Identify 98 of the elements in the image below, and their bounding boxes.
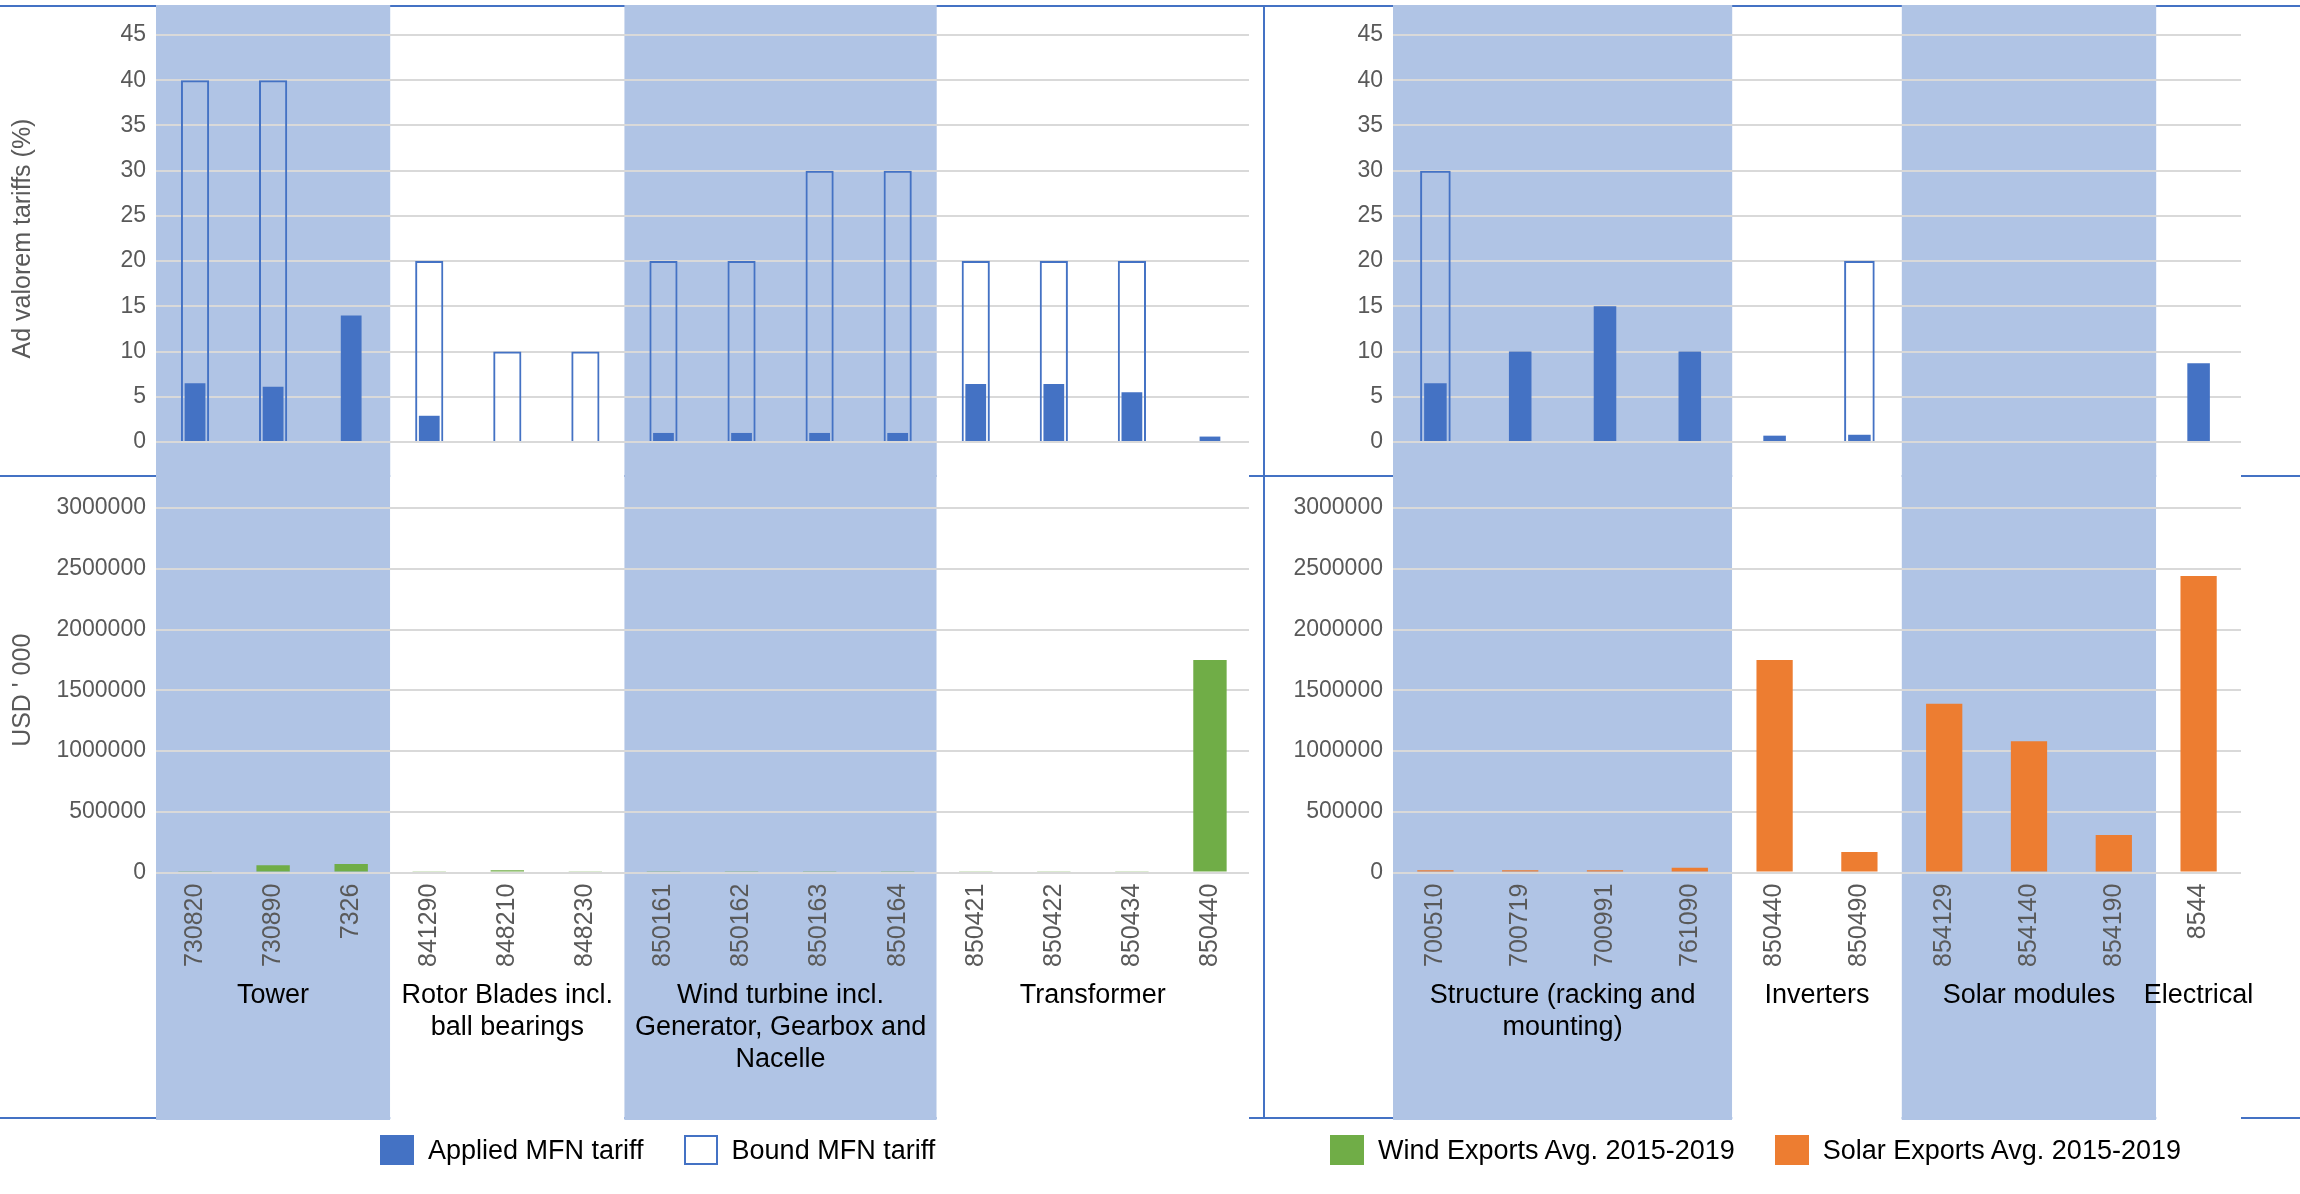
bar — [2010, 741, 2048, 872]
y-tick-label: 3000000 — [1293, 493, 1383, 520]
y-tick-label: 500000 — [69, 797, 146, 824]
y-axis-title: Ad valorem tariffs (%) — [6, 118, 35, 359]
bar — [1756, 659, 1793, 872]
bar — [1926, 703, 1963, 872]
y-tick-label: 0 — [133, 857, 146, 884]
band-label: Inverters — [1764, 978, 1870, 1009]
y-tick-label: 0 — [1370, 427, 1383, 454]
y-tick-label: 5 — [1370, 382, 1383, 409]
y-tick-label: 30 — [1357, 156, 1383, 183]
band-label: Structure (racking and mounting) — [1429, 978, 1696, 1041]
y-tick-label: 20 — [1357, 246, 1383, 273]
bar — [1593, 306, 1617, 441]
bar — [805, 170, 834, 441]
x-tick-label: 854190 — [2097, 883, 2126, 968]
bar — [1763, 435, 1786, 441]
y-tick-label: 1000000 — [1293, 736, 1383, 763]
legend-label: Solar Exports Avg. 2015-2019 — [1822, 1134, 2181, 1166]
y-tick-label: 45 — [120, 20, 146, 47]
legend-label: Bound MFN tariff — [731, 1134, 936, 1166]
band-label: Tower — [237, 978, 310, 1009]
x-tick-label: 730820 — [178, 883, 207, 968]
y-tick-label: 5 — [133, 382, 146, 409]
bar — [1841, 851, 1878, 872]
x-tick-label: 700991 — [1588, 883, 1617, 968]
band-label: Rotor Blades incl. ball bearings — [401, 978, 614, 1041]
bar — [334, 864, 368, 872]
bar — [1193, 659, 1227, 872]
x-tick-label: 850490 — [1843, 883, 1872, 968]
bar — [340, 315, 362, 441]
band-label: Electrical — [2143, 978, 2254, 1009]
bar — [1424, 383, 1447, 441]
x-tick-label: 841290 — [413, 883, 442, 968]
bar — [256, 865, 290, 872]
bar — [1844, 261, 1875, 441]
y-tick-label: 35 — [1357, 110, 1383, 137]
bar — [1121, 392, 1143, 441]
x-tick-label: 850163 — [803, 883, 832, 968]
x-tick-label: 850440 — [1758, 883, 1787, 968]
bar — [262, 386, 284, 441]
y-tick-label: 15 — [1357, 291, 1383, 318]
bar — [1678, 351, 1702, 441]
y-tick-label: 1000000 — [56, 736, 146, 763]
y-tick-label: 10 — [120, 336, 146, 363]
y-tick-label: 45 — [1357, 20, 1383, 47]
x-tick-label: 850164 — [881, 883, 910, 968]
y-tick-label: 2500000 — [1293, 554, 1383, 581]
y-tick-label: 30 — [120, 156, 146, 183]
x-tick-label: 700510 — [1419, 883, 1448, 968]
bar — [2187, 363, 2210, 441]
y-tick-label: 10 — [1357, 336, 1383, 363]
bar — [184, 383, 206, 441]
y-tick-label: 0 — [1370, 857, 1383, 884]
y-tick-label: 1500000 — [1293, 675, 1383, 702]
y-tick-label: 35 — [120, 110, 146, 137]
y-tick-label: 25 — [120, 201, 146, 228]
band-label: Transformer — [1019, 978, 1166, 1009]
y-tick-label: 0 — [133, 427, 146, 454]
band-label: Wind turbine incl. Generator, Gearbox and Nacelle — [634, 978, 927, 1073]
x-tick-label: 850422 — [1037, 883, 1066, 968]
x-tick-label: 8544 — [2182, 883, 2211, 940]
y-tick-label: 20 — [120, 246, 146, 273]
bar — [1671, 867, 1708, 872]
y-tick-label: 40 — [120, 65, 146, 92]
x-tick-label: 848230 — [569, 883, 598, 968]
y-axis-title: USD ' 000 — [6, 633, 35, 747]
y-tick-label: 25 — [1357, 201, 1383, 228]
x-tick-label: 730890 — [257, 883, 285, 968]
y-tick-label: 1500000 — [56, 675, 146, 702]
legend-label: Applied MFN tariff — [428, 1134, 644, 1166]
y-tick-label: 2000000 — [1293, 614, 1383, 641]
y-tick-label: 3000000 — [56, 493, 146, 520]
legend-label: Wind Exports Avg. 2015-2019 — [1378, 1134, 1735, 1166]
x-tick-label: 850162 — [725, 883, 754, 968]
bar — [2095, 834, 2132, 872]
x-tick-label: 700719 — [1504, 883, 1533, 968]
y-tick-label: 40 — [1357, 65, 1383, 92]
y-tick-label: 15 — [120, 291, 146, 318]
y-tick-label: 2000000 — [56, 614, 146, 641]
bar — [1508, 351, 1532, 441]
x-tick-label: 7326 — [335, 883, 364, 940]
bar — [883, 170, 912, 441]
x-tick-label: 761090 — [1673, 883, 1702, 968]
x-tick-label: 848210 — [491, 883, 520, 968]
y-tick-label: 500000 — [1306, 797, 1383, 824]
bar — [2180, 576, 2217, 872]
x-tick-label: 850440 — [1193, 883, 1222, 968]
x-tick-label: 850434 — [1115, 883, 1144, 968]
x-tick-label: 850161 — [647, 883, 676, 968]
bar — [731, 432, 752, 441]
y-tick-label: 2500000 — [56, 554, 146, 581]
band-label: Solar modules — [1942, 978, 2116, 1009]
bar — [653, 432, 674, 441]
x-tick-label: 854129 — [1928, 883, 1957, 968]
x-tick-label: 850421 — [959, 883, 988, 968]
bar — [1848, 434, 1871, 441]
x-tick-label: 854140 — [2012, 883, 2041, 968]
